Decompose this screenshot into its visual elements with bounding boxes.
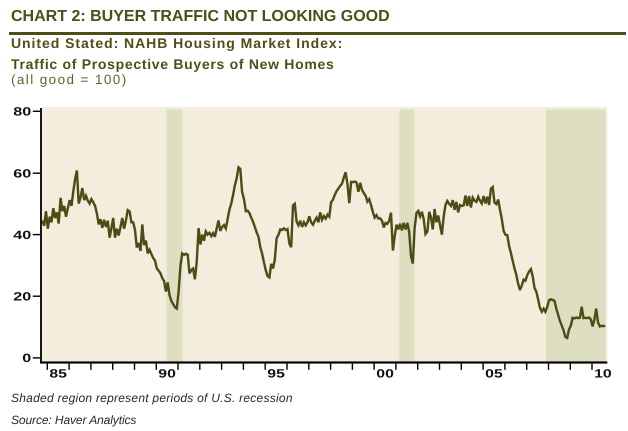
svg-text:10: 10 <box>594 366 612 380</box>
svg-text:05: 05 <box>485 366 503 380</box>
svg-text:80: 80 <box>13 105 31 119</box>
svg-text:00: 00 <box>376 366 394 380</box>
svg-text:40: 40 <box>13 228 31 242</box>
svg-text:85: 85 <box>49 366 67 380</box>
svg-text:90: 90 <box>158 366 176 380</box>
svg-text:20: 20 <box>13 290 31 304</box>
svg-text:0: 0 <box>22 351 31 365</box>
svg-text:60: 60 <box>13 167 31 181</box>
svg-text:95: 95 <box>267 366 285 380</box>
